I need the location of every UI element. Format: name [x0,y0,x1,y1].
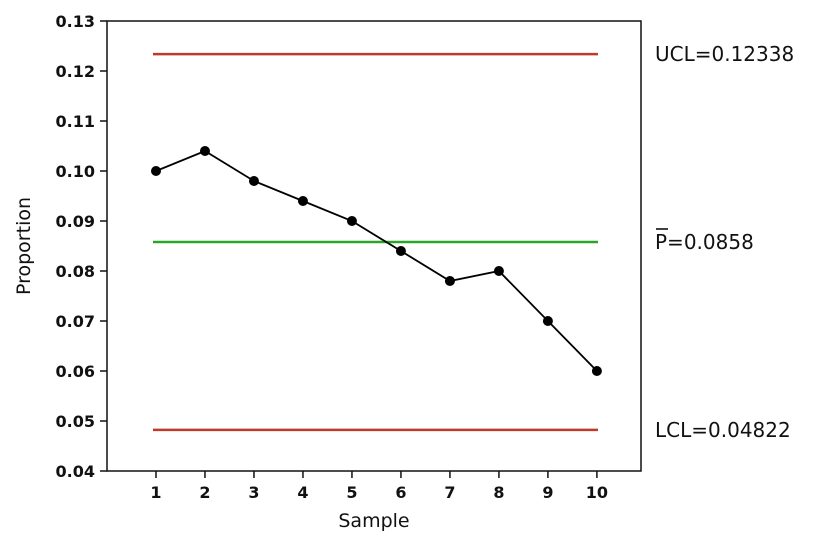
lcl-label: LCL=0.04822 [655,418,791,442]
data-point [493,266,504,276]
data-point [199,146,210,156]
data-point [297,196,308,206]
x-axis: 1 2 3 4 5 6 7 8 9 10 [150,471,608,502]
data-point [150,166,161,176]
y-tick-label: 0.11 [56,112,95,131]
data-point [395,246,406,256]
data-point [444,276,455,286]
y-tick-label: 0.04 [56,462,95,481]
data-point [248,176,259,186]
x-tick-label: 5 [346,483,357,502]
plot-frame [106,20,642,472]
x-tick-label: 6 [395,483,406,502]
x-axis-title: Sample [338,510,409,532]
x-tick-label: 7 [444,483,455,502]
y-tick-label: 0.13 [56,12,95,31]
x-tick-label: 9 [542,483,553,502]
y-tick-label: 0.06 [56,362,95,381]
x-tick-label: 3 [248,483,259,502]
data-series [150,146,602,376]
series-line [155,149,598,372]
reference-labels: UCL=0.12338 P=0.0858 LCL=0.04822 [655,42,794,442]
y-tick-label: 0.10 [56,162,95,181]
ucl-label: UCL=0.12338 [655,42,794,66]
y-axis-title: Proportion [13,197,35,295]
data-point [591,366,602,376]
data-point [346,216,357,226]
y-axis: 0.04 0.05 0.06 0.07 0.08 0.09 0.10 0.11 0.12 0.13 [56,12,107,481]
x-tick-label: 10 [586,483,608,502]
x-tick-label: 1 [150,483,161,502]
x-tick-label: 4 [297,483,308,502]
y-tick-label: 0.08 [56,262,95,281]
y-tick-label: 0.09 [56,212,95,231]
reference-lines [153,52,598,432]
x-tick-label: 8 [493,483,504,502]
pbar-label: P=0.0858 [655,230,754,254]
y-tick-label: 0.05 [56,412,95,431]
x-tick-label: 2 [199,483,210,502]
y-tick-label: 0.07 [56,312,95,331]
y-tick-label: 0.12 [56,62,95,81]
data-point [542,316,553,326]
